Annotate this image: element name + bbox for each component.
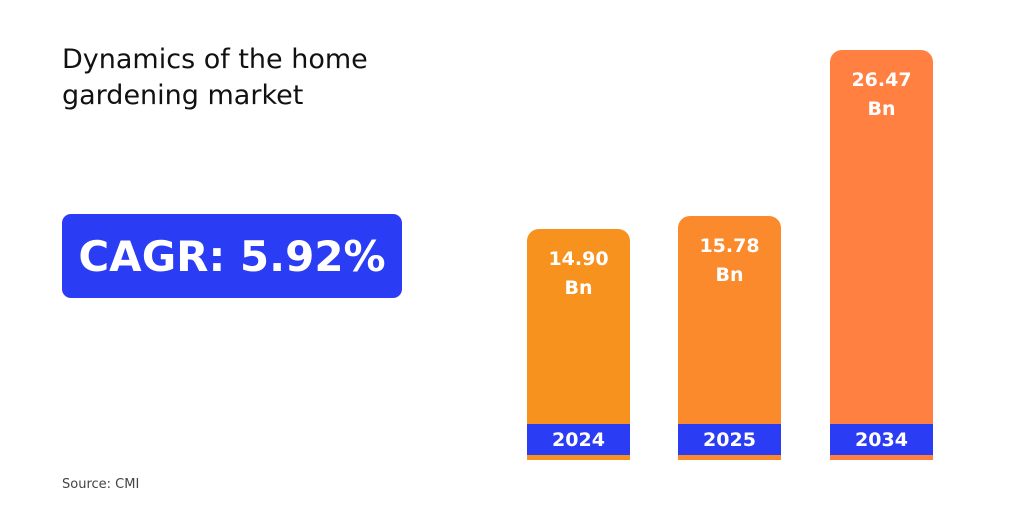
bar: 26.47 Bn 2034 xyxy=(830,50,933,460)
source-note: Source: CMI xyxy=(62,477,140,492)
value-label: 15.78 Bn xyxy=(699,234,760,286)
plot-area: 14.90 Bn 2024 15.78 Bn 2025 26.47 Bn 2034 xyxy=(500,40,960,460)
x-tick-label: 2034 xyxy=(830,424,933,455)
bar: 15.78 Bn 2025 xyxy=(678,215,781,460)
cagr-badge: CAGR: 5.92% xyxy=(62,214,402,298)
chart-title: Dynamics of the home gardening market xyxy=(62,44,368,111)
bar: 14.90 Bn 2024 xyxy=(527,229,630,460)
x-tick-label: 2025 xyxy=(678,424,781,455)
x-tick-label: 2024 xyxy=(527,424,630,455)
value-label: 26.47 Bn xyxy=(851,69,912,120)
value-label: 14.90 Bn xyxy=(548,248,609,300)
